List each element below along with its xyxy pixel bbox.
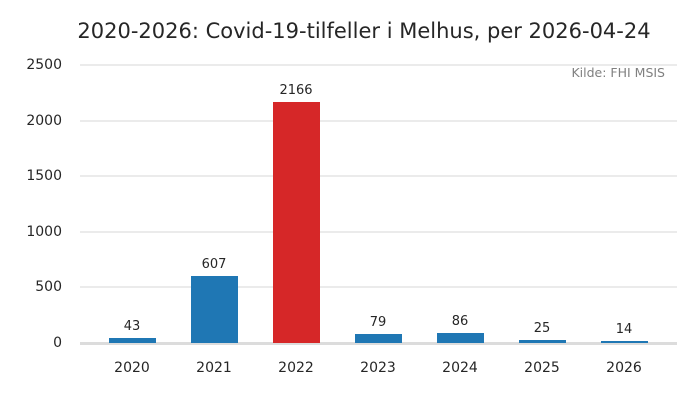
gridline bbox=[80, 119, 677, 122]
gridline bbox=[80, 230, 677, 233]
x-tick-label: 2020 bbox=[114, 360, 150, 376]
plot-area bbox=[80, 64, 677, 343]
bar-2024 bbox=[436, 333, 484, 343]
bar-value-label: 86 bbox=[451, 314, 469, 330]
y-tick-label: 0 bbox=[53, 335, 62, 351]
x-tick-label: 2021 bbox=[196, 360, 232, 376]
gridline bbox=[80, 175, 677, 178]
bar-2023 bbox=[354, 334, 402, 343]
bar-2025 bbox=[518, 340, 566, 343]
x-tick-label: 2022 bbox=[278, 360, 314, 376]
x-tick-label: 2025 bbox=[524, 360, 560, 376]
y-tick-label: 2500 bbox=[26, 57, 62, 73]
y-tick-label: 500 bbox=[35, 279, 62, 296]
x-axis-line bbox=[80, 342, 677, 345]
bar-value-label: 607 bbox=[201, 256, 227, 272]
x-tick-label: 2024 bbox=[442, 360, 478, 376]
bar-value-label: 43 bbox=[123, 319, 141, 335]
bar-2026 bbox=[600, 341, 648, 343]
y-tick-label: 2000 bbox=[26, 112, 62, 129]
chart-title: 2020-2026: Covid-19-tilfeller i Melhus, … bbox=[77, 19, 651, 43]
gridline bbox=[80, 64, 677, 66]
y-tick-label: 1000 bbox=[26, 223, 62, 240]
bar-value-label: 14 bbox=[615, 322, 633, 338]
bar-2021 bbox=[190, 275, 238, 343]
gridline bbox=[80, 286, 677, 289]
bar-value-label: 25 bbox=[533, 321, 551, 337]
bar-2022 bbox=[272, 102, 320, 343]
source-note: Kilde: FHI MSIS bbox=[571, 65, 665, 80]
y-tick-label: 1500 bbox=[26, 168, 62, 185]
x-tick-label: 2023 bbox=[360, 360, 396, 376]
x-tick-label: 2026 bbox=[606, 360, 642, 376]
bar-value-label: 79 bbox=[369, 315, 387, 331]
bar-2020 bbox=[108, 338, 156, 343]
bar-value-label: 2166 bbox=[279, 83, 313, 99]
